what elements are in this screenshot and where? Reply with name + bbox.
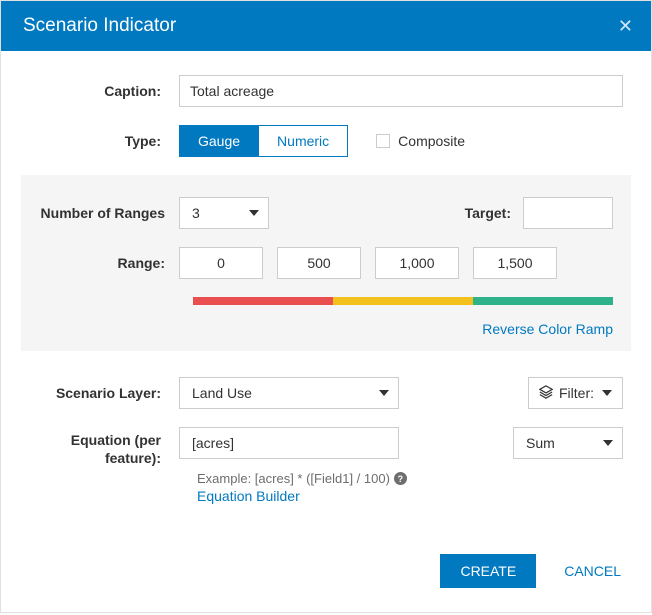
chevron-down-icon — [249, 210, 259, 216]
chevron-down-icon — [379, 390, 389, 396]
range-label: Range: — [39, 255, 179, 271]
type-label: Type: — [29, 133, 179, 149]
dialog-footer: CREATE CANCEL — [1, 554, 651, 612]
scenario-layer-row: Scenario Layer: Land Use Filter: — [29, 377, 623, 409]
reverse-color-ramp-link[interactable]: Reverse Color Ramp — [39, 321, 613, 337]
scenario-layer-value: Land Use — [192, 385, 252, 401]
filter-button[interactable]: Filter: — [528, 377, 623, 409]
cancel-button[interactable]: CANCEL — [558, 562, 627, 580]
equation-value: [acres] — [192, 435, 234, 451]
equation-builder-link[interactable]: Equation Builder — [197, 488, 623, 504]
layers-icon — [539, 385, 553, 402]
type-row: Type: Gauge Numeric Composite — [29, 125, 623, 157]
type-toggle: Gauge Numeric — [179, 125, 348, 157]
type-gauge-button[interactable]: Gauge — [179, 125, 259, 157]
range-input-0[interactable] — [179, 247, 263, 279]
range-values-row: Range: — [39, 247, 613, 279]
help-icon[interactable]: ? — [394, 472, 407, 485]
scenario-indicator-dialog: Scenario Indicator ✕ Caption: Type: Gaug… — [0, 0, 652, 613]
ramp-segment-0 — [193, 297, 333, 305]
num-ranges-value: 3 — [192, 205, 200, 221]
equation-label: Equation (per feature): — [29, 427, 179, 467]
range-input-3[interactable] — [473, 247, 557, 279]
composite-checkbox[interactable]: Composite — [376, 133, 465, 149]
num-ranges-row: Number of Ranges 3 Target: — [39, 197, 613, 229]
num-ranges-label: Number of Ranges — [39, 205, 179, 221]
dialog-body: Caption: Type: Gauge Numeric Composite — [1, 51, 651, 554]
equation-input[interactable]: [acres] — [179, 427, 399, 459]
checkbox-icon — [376, 134, 390, 148]
scenario-layer-label: Scenario Layer: — [29, 385, 179, 401]
target-input[interactable] — [523, 197, 613, 229]
color-ramp — [193, 297, 613, 305]
ramp-segment-2 — [473, 297, 613, 305]
dialog-header: Scenario Indicator ✕ — [1, 1, 651, 51]
chevron-down-icon — [602, 390, 612, 396]
ranges-panel: Number of Ranges 3 Target: Range: — [21, 175, 631, 351]
dialog-title: Scenario Indicator — [23, 15, 176, 37]
type-numeric-button[interactable]: Numeric — [259, 125, 348, 157]
range-input-2[interactable] — [375, 247, 459, 279]
equation-row: Equation (per feature): [acres] Sum — [29, 427, 623, 467]
ramp-segment-1 — [333, 297, 473, 305]
aggregation-value: Sum — [526, 435, 555, 451]
num-ranges-select[interactable]: 3 — [179, 197, 269, 229]
range-input-1[interactable] — [277, 247, 361, 279]
caption-row: Caption: — [29, 75, 623, 107]
filter-label: Filter: — [559, 385, 594, 401]
equation-example: Example: [acres] * ([Field1] / 100) ? — [197, 471, 623, 486]
caption-label: Caption: — [29, 83, 179, 99]
target-label: Target: — [465, 205, 523, 221]
close-icon[interactable]: ✕ — [618, 17, 633, 35]
chevron-down-icon — [603, 440, 613, 446]
range-inputs — [179, 247, 557, 279]
aggregation-select[interactable]: Sum — [513, 427, 623, 459]
caption-input[interactable] — [179, 75, 623, 107]
composite-label: Composite — [398, 133, 465, 149]
create-button[interactable]: CREATE — [440, 554, 536, 588]
scenario-layer-select[interactable]: Land Use — [179, 377, 399, 409]
